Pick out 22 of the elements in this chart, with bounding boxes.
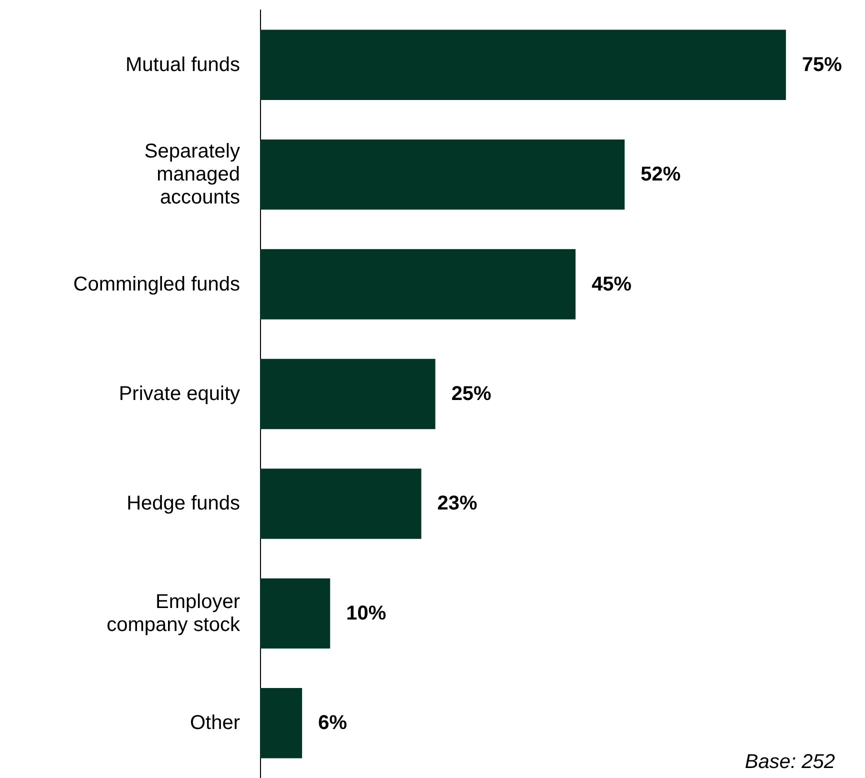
- y-tick-label: Private equity: [118, 383, 240, 405]
- data-label: 52%: [640, 164, 681, 186]
- data-label: 25%: [451, 383, 492, 405]
- data-label: 75%: [802, 54, 842, 76]
- y-tick-label: Hedge funds: [126, 492, 240, 515]
- data-label: 6%: [318, 712, 348, 734]
- bar: [260, 30, 786, 100]
- data-label: 10%: [346, 602, 386, 624]
- data-label: 23%: [437, 492, 478, 515]
- data-label: 45%: [592, 273, 632, 296]
- bar: [260, 688, 302, 758]
- y-tick-label: Other: [190, 712, 240, 734]
- bar: [260, 578, 330, 649]
- y-tick-label: Employer company stock: [106, 590, 241, 636]
- y-tick-label: Mutual funds: [125, 54, 240, 76]
- annotation: Base: 252: [744, 751, 836, 773]
- bar: [260, 249, 576, 320]
- bar: [260, 139, 625, 210]
- y-tick-label: Separately managed accounts: [144, 140, 240, 209]
- y-tick-label: Commingled funds: [73, 273, 240, 296]
- bar: [260, 468, 422, 539]
- bar: [260, 358, 436, 430]
